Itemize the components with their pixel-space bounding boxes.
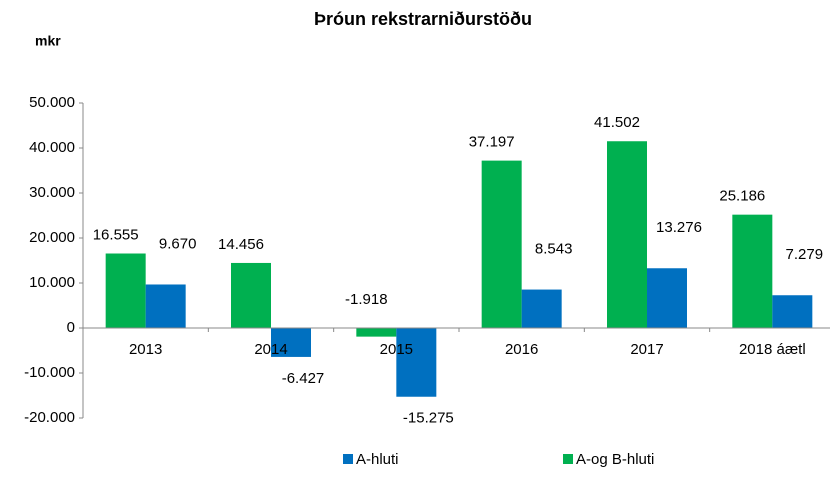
y-axis-label: mkr	[35, 33, 61, 49]
legend-swatch	[343, 454, 353, 464]
bar	[607, 141, 647, 328]
data-label: 25.186	[719, 188, 765, 205]
y-tick-label: 20.000	[29, 229, 75, 246]
data-label: 8.543	[535, 241, 573, 258]
data-label: 16.555	[93, 226, 139, 243]
bar	[231, 262, 271, 328]
bar	[105, 253, 146, 328]
bar	[732, 214, 773, 328]
data-label: -15.275	[403, 410, 454, 427]
x-tick-label: 2016	[505, 341, 538, 358]
y-tick-label: 30.000	[29, 184, 75, 201]
bar	[396, 328, 437, 397]
data-label: 7.279	[786, 246, 824, 263]
x-tick-label: 2018 áætl	[739, 341, 806, 358]
data-label: 9.670	[159, 235, 197, 252]
data-label: 14.456	[218, 236, 264, 253]
y-tick-label: 10.000	[29, 274, 75, 291]
bar	[481, 160, 522, 328]
data-label: -1.918	[345, 291, 388, 308]
legend-label: A-og B-hluti	[576, 451, 654, 468]
x-tick-label: 2014	[254, 341, 287, 358]
bar	[271, 328, 311, 357]
x-tick-label: 2017	[630, 341, 663, 358]
y-tick-label: 40.000	[29, 139, 75, 156]
y-tick-label: -20.000	[24, 409, 75, 426]
data-label: -6.427	[282, 370, 325, 387]
legend-label: A-hluti	[356, 451, 399, 468]
y-tick-label: 0	[67, 319, 75, 336]
y-tick-label: -10.000	[24, 364, 75, 381]
x-tick-label: 2015	[380, 341, 413, 358]
bar	[356, 328, 397, 337]
bar	[145, 284, 186, 328]
data-label: 37.197	[469, 134, 515, 151]
bar	[521, 289, 562, 328]
x-tick-label: 2013	[129, 341, 162, 358]
bar	[647, 268, 687, 328]
legend-swatch	[563, 454, 573, 464]
data-label: 13.276	[656, 219, 702, 236]
chart-title: Þróun rekstrarniðurstöðu	[314, 9, 532, 29]
data-label: 41.502	[594, 114, 640, 131]
y-tick-label: 50.000	[29, 94, 75, 111]
bar	[772, 295, 813, 328]
